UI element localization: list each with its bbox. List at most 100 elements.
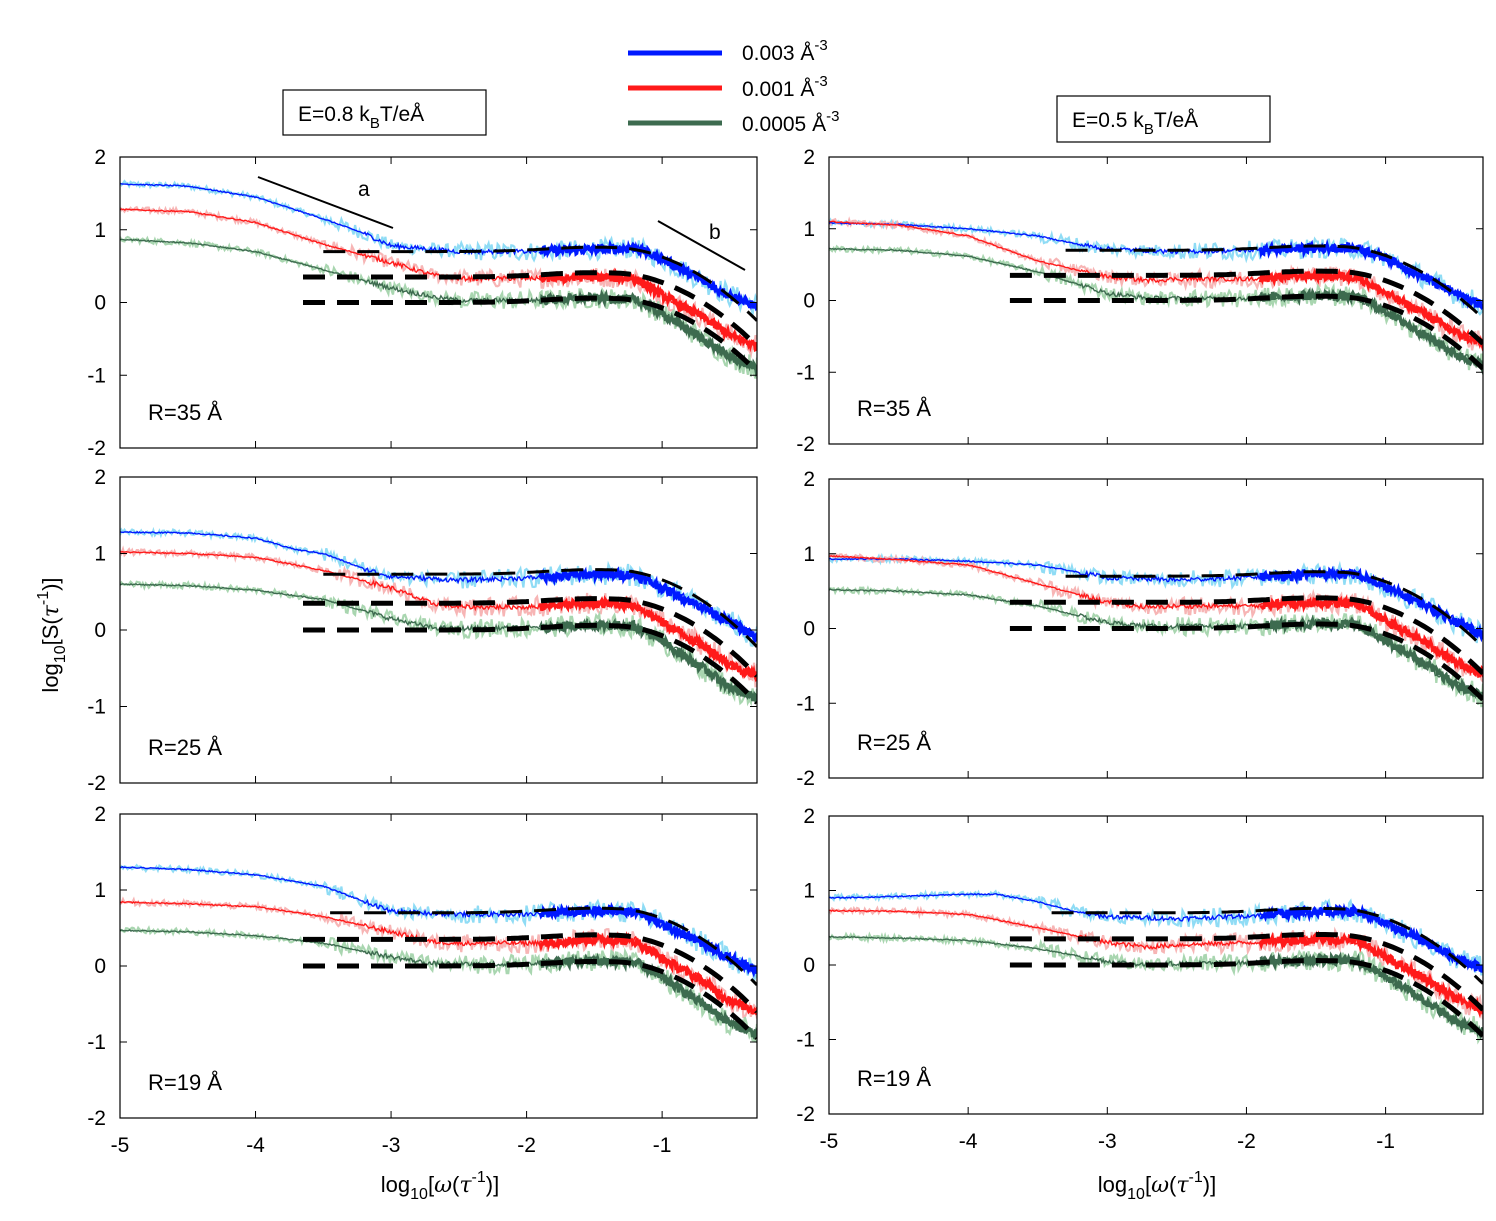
- y-tick-label: -1: [796, 1029, 815, 1052]
- fit-curve-2: [1009, 293, 1483, 371]
- fit-curve-1: [1009, 595, 1483, 676]
- y-tick-label: -1: [87, 696, 106, 719]
- y-tick-label: 1: [94, 219, 106, 242]
- fit-curve-0: [1065, 570, 1483, 649]
- panel-radius-label: R=35 Å: [148, 400, 222, 425]
- y-tick-label: -1: [796, 692, 815, 715]
- slope-annotations: a b: [257, 176, 746, 271]
- panel-radius-label: R=19 Å: [857, 1066, 931, 1091]
- panel-radius-label: R=19 Å: [148, 1070, 222, 1095]
- x-axis-label-right: log10[ω(τ-1)]: [1098, 1169, 1216, 1203]
- series-band-0: [538, 566, 757, 645]
- annotation-b: b: [709, 221, 721, 244]
- fit-curve-2: [1009, 621, 1483, 702]
- x-tick-label: -1: [1376, 1130, 1395, 1153]
- fit-curve-2: [303, 295, 757, 374]
- y-tick-label: -2: [87, 1107, 106, 1130]
- y-tick-label: 1: [803, 543, 815, 566]
- y-tick-label: 2: [803, 468, 815, 491]
- y-tick-label: 1: [94, 879, 106, 902]
- y-tick-label: 0: [803, 618, 815, 641]
- fit-curve-1: [1009, 268, 1483, 346]
- y-tick-label: -2: [87, 772, 106, 795]
- fit-curve-1: [303, 270, 757, 348]
- y-tick-label: -1: [87, 364, 106, 387]
- y-axis-label: log10[S(τ-1)]: [35, 577, 69, 692]
- plot-area-0: [120, 179, 757, 379]
- plot-area-2: [120, 526, 757, 707]
- plot-area-5: [829, 889, 1483, 1045]
- fit-curve-2: [303, 622, 757, 705]
- y-tick-label: 1: [803, 880, 815, 903]
- x-tick-label: -1: [653, 1134, 672, 1157]
- y-tick-label: -2: [796, 433, 815, 456]
- series-band-0: [538, 239, 757, 310]
- legend-label-2: 0.0005 Å-3: [742, 108, 839, 136]
- fit-curve-0: [323, 245, 757, 322]
- legend-label-0: 0.003 Å-3: [742, 37, 828, 65]
- fit-curve-2: [1009, 958, 1483, 1038]
- annotation-a: a: [358, 178, 370, 201]
- y-tick-label: -2: [87, 437, 106, 460]
- series-line-1: [829, 220, 1483, 347]
- field-label-left: E=0.8 kBT/eÅ: [298, 103, 424, 132]
- y-tick-label: -1: [796, 361, 815, 384]
- slope-line-a: [257, 176, 394, 229]
- y-tick-label: 0: [803, 290, 815, 313]
- raw-trace-1: [829, 216, 1483, 352]
- panel-2: -2 -1 0 1 2 R=25 Å: [87, 466, 758, 795]
- y-tick-label: 0: [94, 619, 106, 642]
- series-band-0: [1258, 238, 1483, 311]
- panel-4: -2 -1 0 1 2 -5 -4 -3 -2 -1 R=19 Å: [87, 803, 758, 1157]
- panel-radius-label: R=25 Å: [148, 735, 222, 760]
- panel-3: -2 -1 0 1 2 R=25 Å: [796, 468, 1484, 790]
- y-tick-label: 0: [94, 292, 106, 315]
- y-tick-label: 2: [803, 146, 815, 169]
- series-band-1: [538, 594, 757, 682]
- x-tick-label: -2: [517, 1134, 536, 1157]
- series-band-1: [538, 930, 757, 1016]
- y-tick-label: 2: [94, 146, 106, 169]
- panel-radius-label: R=35 Å: [857, 396, 931, 421]
- series-band-1: [1258, 266, 1483, 352]
- x-axis-label-left: log10[ω(τ-1)]: [381, 1169, 499, 1203]
- fit-curve-0: [323, 568, 757, 648]
- slope-line-b: [657, 220, 746, 271]
- y-tick-label: -1: [87, 1031, 106, 1054]
- y-tick-label: 0: [94, 955, 106, 978]
- y-tick-label: 1: [94, 543, 106, 566]
- x-tick-label: -3: [382, 1134, 401, 1157]
- legend: 0.003 Å-3 0.001 Å-3 0.0005 Å-3: [628, 37, 839, 136]
- y-tick-label: 1: [803, 218, 815, 241]
- plot-area-4: [120, 863, 757, 1044]
- plot-area-1: [829, 216, 1483, 375]
- x-tick-label: -4: [246, 1134, 265, 1157]
- x-tick-label: -3: [1098, 1130, 1117, 1153]
- legend-label-1: 0.001 Å-3: [742, 73, 828, 101]
- raw-trace-0: [120, 526, 757, 647]
- y-tick-label: 2: [803, 805, 815, 828]
- x-tick-label: -5: [111, 1134, 130, 1157]
- fit-curve-0: [1065, 244, 1483, 320]
- panel-radius-label: R=25 Å: [857, 730, 931, 755]
- raw-trace-2: [829, 931, 1483, 1045]
- field-label-right: E=0.5 kBT/eÅ: [1072, 109, 1198, 138]
- x-tick-label: -4: [959, 1130, 978, 1153]
- panel-5: -2 -1 0 1 2 -5 -4 -3 -2 -1 R=19 Å: [796, 805, 1484, 1153]
- plot-area-3: [829, 552, 1483, 708]
- fit-curve-1: [1009, 932, 1483, 1012]
- raw-trace-1: [829, 553, 1483, 683]
- series-band-0: [538, 901, 757, 978]
- fit-curve-2: [303, 958, 757, 1040]
- field-box-right: E=0.5 kBT/eÅ: [1056, 95, 1271, 143]
- raw-trace-0: [120, 179, 757, 316]
- series-band-1: [1259, 594, 1483, 678]
- x-tick-label: -2: [1237, 1130, 1256, 1153]
- y-tick-label: 2: [94, 803, 106, 826]
- fit-curve-0: [330, 906, 757, 987]
- y-tick-label: 2: [94, 466, 106, 489]
- fit-curve-0: [1051, 906, 1483, 985]
- fit-curve-1: [303, 596, 757, 678]
